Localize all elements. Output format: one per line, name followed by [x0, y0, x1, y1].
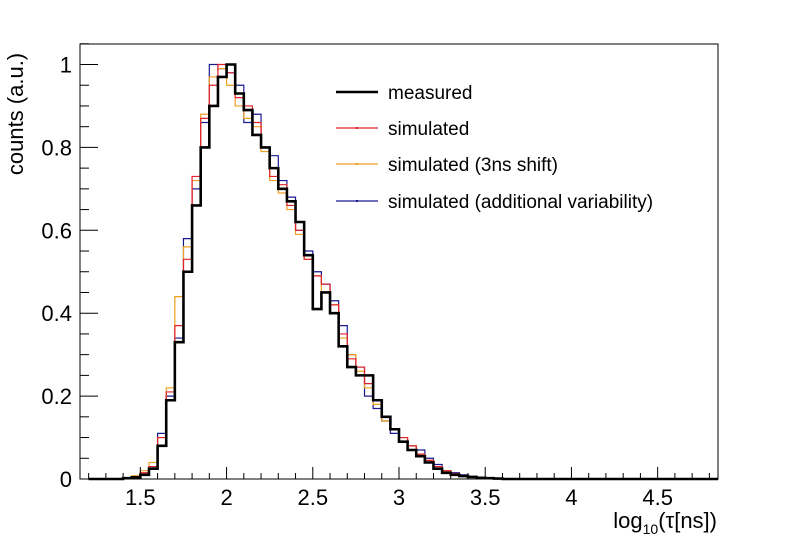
x-axis-title-rest: (τ[ns]) — [658, 508, 717, 533]
y-tick-label: 0 — [60, 467, 72, 492]
legend-marker — [356, 200, 358, 202]
x-axis-title-base: log — [613, 508, 642, 533]
y-tick-label: 0.4 — [41, 301, 72, 326]
legend-label: simulated (3ns shift) — [388, 155, 558, 176]
x-tick-label: 1.5 — [125, 485, 156, 510]
legend-marker — [356, 163, 358, 165]
y-tick-label: 0.6 — [41, 218, 72, 243]
x-tick-label: 2 — [220, 485, 232, 510]
x-axis: 1.5 2 2.5 3 3.5 4 4.5 — [88, 467, 710, 510]
legend: measured simulated simulated (3ns shift) si… — [336, 83, 653, 213]
legend-label: simulated (additional variability) — [388, 192, 653, 213]
x-tick-label: 2.5 — [297, 485, 328, 510]
x-axis-title-subscript: 10 — [643, 521, 659, 537]
x-tick-label: 3.5 — [470, 485, 501, 510]
x-tick-label: 4 — [565, 485, 577, 510]
y-tick-label: 0.2 — [41, 384, 72, 409]
legend-marker — [356, 127, 358, 129]
y-tick-label: 1 — [60, 53, 72, 78]
x-axis-title: log10(τ[ns]) — [613, 508, 717, 537]
y-axis-title: counts (a.u.) — [3, 53, 28, 175]
x-tick-label: 3 — [393, 485, 405, 510]
y-tick-label: 0.8 — [41, 135, 72, 160]
x-tick-label: 4.5 — [642, 485, 673, 510]
legend-label: simulated — [388, 119, 469, 140]
y-axis: 0 0.2 0.4 0.6 0.8 1 — [41, 43, 98, 492]
legend-label: measured — [388, 83, 473, 104]
